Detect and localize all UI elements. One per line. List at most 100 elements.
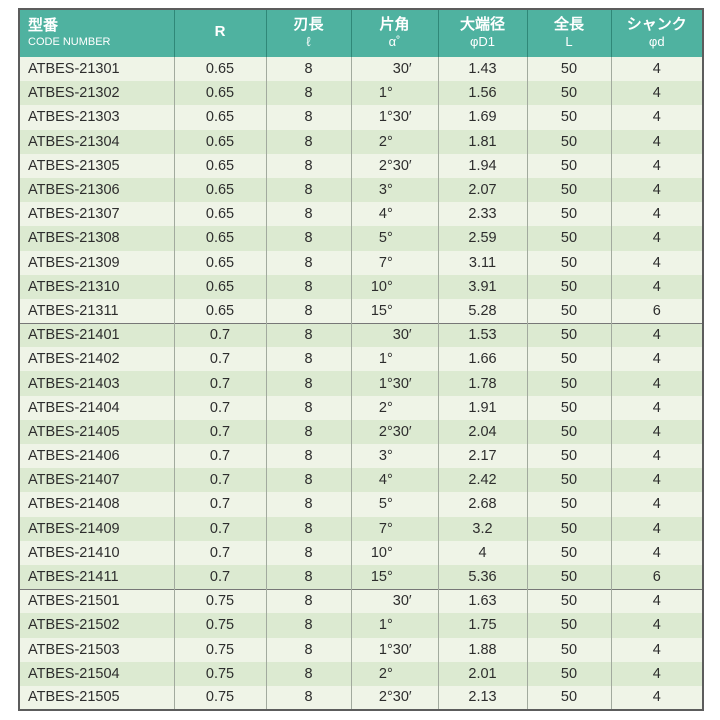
table-row: ATBES-21403 0.7 8 1° 30′ 1.78 50 4 — [19, 371, 703, 396]
cell-overall-length: 50 — [526, 419, 611, 444]
cell-overall-length: 50 — [526, 540, 611, 565]
cell-half-angle: 7° — [350, 250, 438, 275]
cell-large-end-dia: 3.11 — [437, 250, 527, 275]
angle-degrees: 15° — [370, 302, 393, 319]
column-subtitle: φd — [648, 33, 665, 49]
cell-overall-length: 50 — [526, 371, 611, 396]
column-header-code: 型番 CODE NUMBER — [19, 9, 174, 57]
cell-overall-length: 50 — [526, 250, 611, 275]
cell-shank-dia: 4 — [610, 444, 703, 469]
cell-r: 0.7 — [173, 444, 266, 469]
cell-r: 0.7 — [173, 564, 266, 590]
angle-degrees: 5° — [378, 230, 393, 247]
cell-large-end-dia: 1.78 — [437, 371, 527, 396]
cell-half-angle: 4° — [350, 202, 438, 227]
column-header-overall_length: 全長 L — [526, 9, 611, 57]
column-header-large_end_dia: 大端径 φD1 — [437, 9, 527, 57]
cell-r: 0.7 — [173, 419, 266, 444]
angle-minutes: 30′ — [392, 641, 412, 658]
cell-half-angle: 2° 30′ — [350, 685, 438, 711]
cell-code: ATBES-21405 — [28, 423, 120, 440]
cell-code: ATBES-21409 — [28, 520, 120, 537]
cell-shank-dia: 4 — [610, 274, 703, 299]
table-row: ATBES-21409 0.7 8 7° 3.2 50 4 — [19, 516, 703, 541]
cell-shank-dia: 4 — [610, 685, 703, 711]
angle-value: 1° — [352, 85, 438, 101]
table-row: ATBES-21411 0.7 8 15° 5.36 50 6 — [19, 564, 703, 590]
cell-half-angle: 2° — [350, 661, 438, 686]
cell-r: 0.65 — [173, 129, 266, 154]
table-row: ATBES-21503 0.75 8 1° 30′ 1.88 50 4 — [19, 637, 703, 662]
cell-half-angle: 30′ — [350, 57, 438, 82]
cell-shank-dia: 6 — [610, 298, 703, 324]
table-row: ATBES-21309 0.65 8 7° 3.11 50 4 — [19, 250, 703, 275]
cell-flute-length: 8 — [265, 492, 351, 517]
cell-overall-length: 50 — [526, 177, 611, 203]
cell-r: 0.7 — [173, 347, 266, 372]
cell-code: ATBES-21402 — [28, 351, 120, 368]
cell-large-end-dia: 2.33 — [437, 202, 527, 227]
cell-shank-dia: 4 — [610, 613, 703, 638]
cell-code: ATBES-21401 — [19, 322, 174, 348]
cell-overall-length: 50 — [526, 57, 611, 82]
angle-value: 4° — [352, 472, 438, 488]
cell-overall-length: 50 — [526, 322, 611, 348]
cell-half-angle: 1° — [350, 81, 438, 106]
table-row: ATBES-21306 0.65 8 3° 2.07 50 4 — [19, 177, 703, 203]
cell-shank-dia: 4 — [610, 250, 703, 275]
cell-r: 0.7 — [173, 371, 266, 396]
cell-r: 0.65 — [173, 274, 266, 299]
angle-minutes: 30′ — [392, 689, 412, 706]
cell-flute-length: 8 — [265, 274, 351, 299]
cell-shank-dia: 4 — [610, 540, 703, 565]
cell-overall-length: 50 — [526, 661, 611, 686]
cell-r: 0.7 — [173, 322, 266, 348]
column-header-flute_length: 刃長 ℓ — [265, 9, 351, 57]
table-row: ATBES-21405 0.7 8 2° 30′ 2.04 50 4 — [19, 419, 703, 444]
table-row: ATBES-21304 0.65 8 2° 1.81 50 4 — [19, 129, 703, 154]
cell-r: 0.7 — [173, 540, 266, 565]
cell-code: ATBES-21502 — [28, 617, 120, 634]
table-row: ATBES-21401 0.7 8 30′ 1.53 50 4 — [19, 322, 703, 348]
column-header-r: R — [173, 9, 266, 57]
angle-minutes: 30′ — [392, 109, 412, 126]
cell-half-angle: 4° — [350, 468, 438, 493]
cell-overall-length: 50 — [526, 298, 611, 324]
angle-minutes: 30′ — [392, 327, 412, 344]
cell-flute-length: 8 — [265, 250, 351, 275]
cell-half-angle: 15° — [350, 564, 438, 590]
column-header-half_angle: 片角 α˚ — [350, 9, 438, 57]
cell-large-end-dia: 1.43 — [437, 57, 527, 82]
angle-value: 1° — [352, 617, 438, 633]
cell-r: 0.75 — [173, 661, 266, 686]
angle-value: 2° — [352, 134, 438, 150]
angle-value: 2° 30′ — [352, 158, 438, 174]
column-title: 片角 — [379, 15, 410, 33]
cell-overall-length: 50 — [526, 395, 611, 420]
table-row: ATBES-21308 0.65 8 5° 2.59 50 4 — [19, 226, 703, 251]
cell-code: ATBES-21309 — [28, 254, 120, 271]
cell-code: ATBES-21505 — [28, 689, 120, 706]
cell-shank-dia: 4 — [610, 468, 703, 493]
cell-code: ATBES-21504 — [28, 665, 120, 682]
cell-code: ATBES-21310 — [28, 278, 120, 295]
cell-large-end-dia: 1.66 — [437, 347, 527, 372]
cell-flute-length: 8 — [265, 81, 351, 106]
cell-large-end-dia: 2.42 — [437, 468, 527, 493]
cell-flute-length: 8 — [265, 177, 351, 203]
spec-table: 型番 CODE NUMBER R 刃長 ℓ 片角 α˚ 大端径 φD1 全長 L シャンク φd ATB… — [18, 8, 704, 712]
angle-minutes: 30′ — [392, 375, 412, 392]
angle-value: 1° — [352, 351, 438, 367]
column-subtitle: L — [565, 33, 573, 49]
angle-value: 10° — [352, 279, 438, 295]
angle-minutes: 30′ — [392, 593, 412, 610]
cell-shank-dia: 4 — [610, 419, 703, 444]
angle-degrees: 2° — [378, 133, 393, 150]
angle-value: 2° — [352, 400, 438, 416]
cell-large-end-dia: 1.63 — [437, 588, 527, 614]
cell-code: ATBES-21407 — [28, 472, 120, 489]
cell-half-angle: 2° 30′ — [350, 419, 438, 444]
angle-degrees: 1° — [378, 109, 393, 126]
angle-value: 7° — [352, 521, 438, 537]
cell-r: 0.7 — [173, 468, 266, 493]
